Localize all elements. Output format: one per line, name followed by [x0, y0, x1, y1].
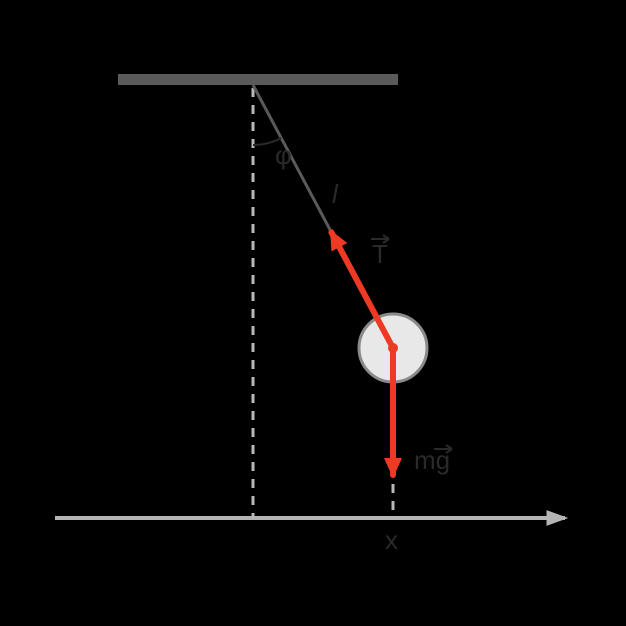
- angle-phi-label: φ: [275, 140, 292, 170]
- tension-label: T: [372, 239, 388, 269]
- bob-center-dot: [388, 343, 398, 353]
- pendulum-diagram: φlxTmg: [0, 0, 626, 626]
- ceiling-bar: [118, 74, 398, 85]
- x-axis-label: x: [385, 525, 398, 555]
